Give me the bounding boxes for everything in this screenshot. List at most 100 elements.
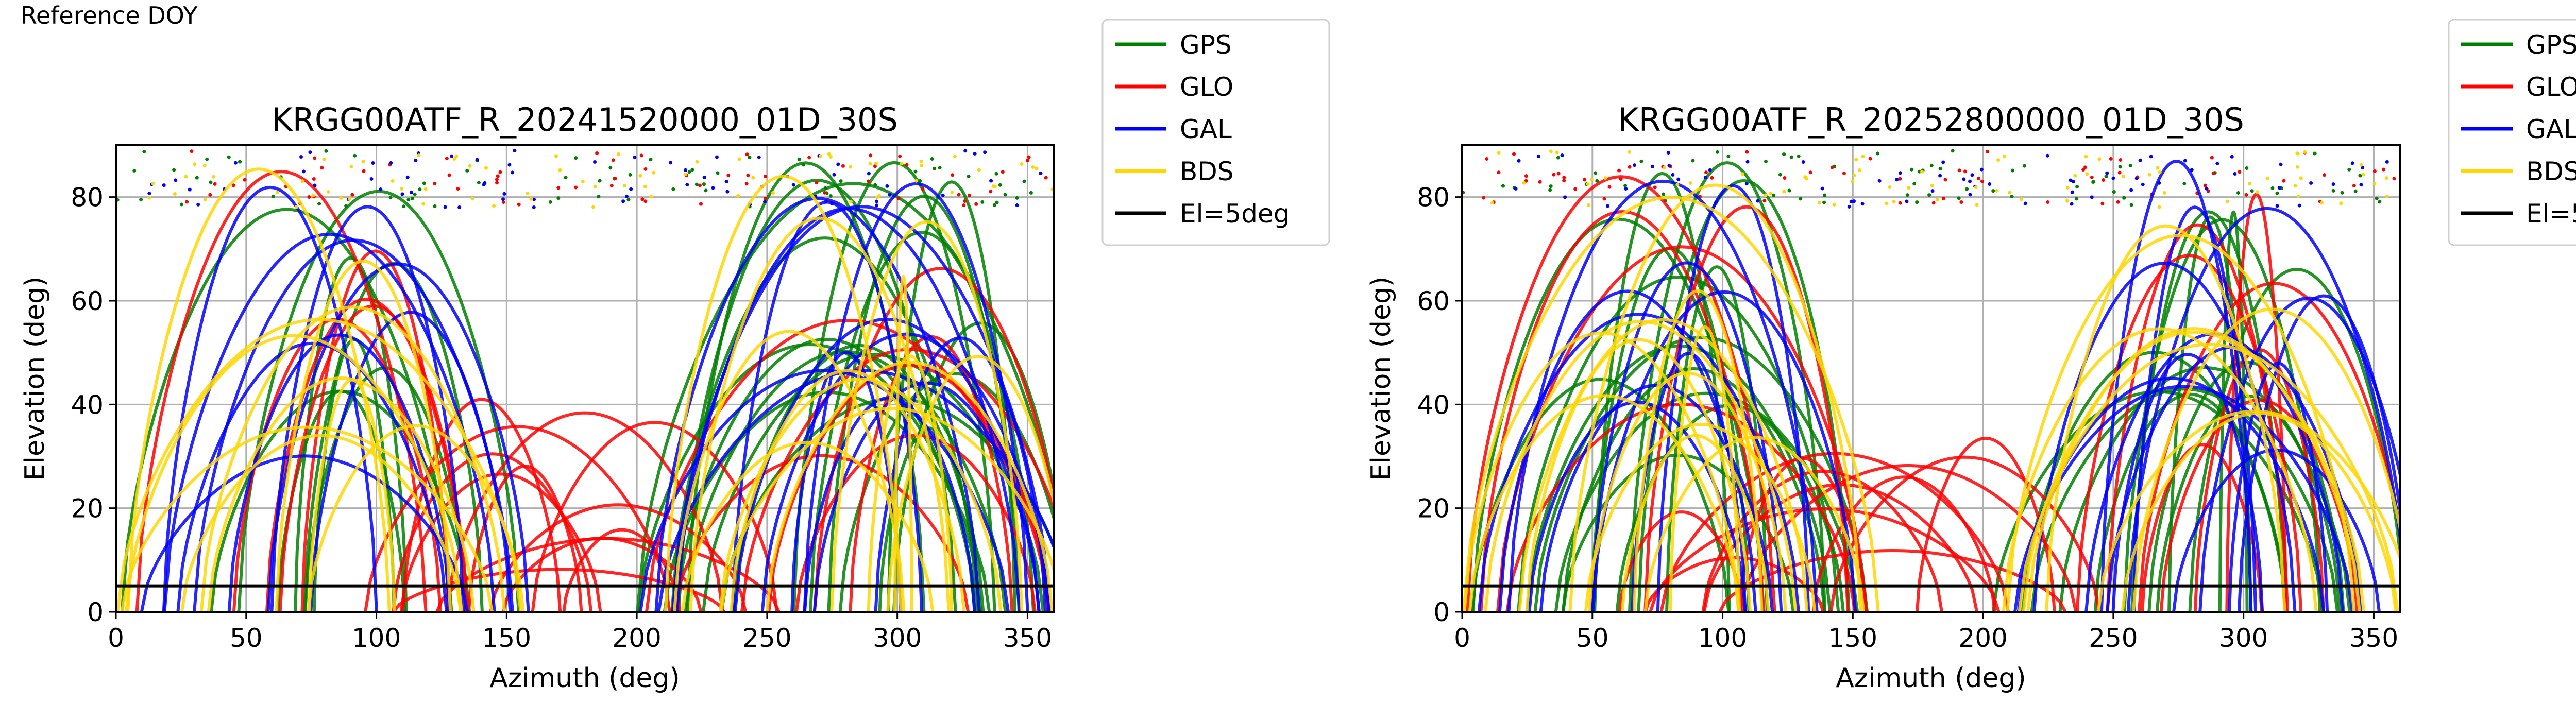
track-dot-gal bbox=[1756, 199, 1760, 203]
track-dot-gal bbox=[629, 187, 633, 191]
track-dot-bds bbox=[529, 197, 533, 201]
track-dot-gal bbox=[1905, 199, 1909, 203]
track-dot-bds bbox=[737, 157, 741, 161]
pass-bds bbox=[1463, 331, 1740, 612]
x-tick-label: 0 bbox=[1454, 623, 1470, 653]
track-dot-bds bbox=[2065, 185, 2070, 190]
track-dot-bds bbox=[1603, 176, 1607, 180]
pass-bds bbox=[664, 175, 903, 612]
track-dot-gps bbox=[209, 180, 213, 184]
track-dot-gps bbox=[205, 157, 209, 161]
track-dot-glo bbox=[320, 166, 324, 170]
track-dot-gal bbox=[832, 173, 836, 177]
track-dot-gps bbox=[694, 182, 699, 186]
track-dot-bds bbox=[771, 191, 775, 195]
x-tick-label: 50 bbox=[230, 623, 263, 653]
legend-label: GLO bbox=[1180, 72, 1233, 102]
track-dot-gal bbox=[1536, 155, 1540, 159]
track-dot-gal bbox=[2070, 202, 2074, 206]
track-dot-gps bbox=[1991, 189, 1995, 193]
track-dot-bds bbox=[2065, 199, 2070, 203]
track-dot-bds bbox=[1035, 166, 1039, 170]
track-dot-glo bbox=[496, 174, 500, 178]
track-dot-gps bbox=[998, 183, 1002, 187]
x-tick-label: 150 bbox=[482, 623, 531, 653]
track-dot-gal bbox=[885, 184, 889, 188]
track-dot-gal bbox=[724, 180, 728, 184]
track-dot-gps bbox=[873, 183, 877, 187]
track-dot-gps bbox=[388, 195, 393, 199]
track-dot-gal bbox=[757, 155, 761, 159]
track-dot-bds bbox=[554, 154, 558, 158]
track-dot-gps bbox=[1787, 188, 1791, 193]
track-dot-gal bbox=[1704, 176, 1708, 180]
track-dot-gal bbox=[532, 197, 536, 201]
track-dot-gps bbox=[477, 181, 481, 185]
track-dot-gal bbox=[888, 193, 892, 197]
axes-frame bbox=[1461, 144, 2401, 613]
track-dot-bds bbox=[1888, 185, 1892, 190]
track-dot-bds bbox=[2265, 176, 2269, 180]
pass-gal bbox=[639, 369, 1010, 612]
pass-bds bbox=[1484, 320, 1798, 612]
track-dot-gps bbox=[839, 179, 843, 183]
track-dot-gps bbox=[574, 156, 578, 160]
track-dot-glo bbox=[1653, 185, 1657, 190]
track-dot-gal bbox=[1801, 160, 1805, 164]
track-dot-bds bbox=[211, 175, 215, 179]
pass-gps bbox=[702, 353, 1045, 612]
reference-doy-label: Reference DOY bbox=[21, 2, 198, 29]
track-dot-glo bbox=[1762, 199, 1767, 203]
track-dot-bds bbox=[184, 175, 188, 179]
track-dot-bds bbox=[1764, 193, 1768, 197]
track-dot-gal bbox=[369, 177, 374, 181]
x-tick-label: 300 bbox=[873, 623, 922, 653]
x-tick-label: 50 bbox=[1576, 623, 1609, 653]
track-dot-gps bbox=[2023, 164, 2027, 168]
track-dot-glo bbox=[951, 173, 955, 177]
track-dot-glo bbox=[905, 163, 909, 167]
track-dot-gal bbox=[2309, 181, 2313, 185]
track-dot-glo bbox=[1497, 170, 1501, 175]
track-dot-gps bbox=[1691, 159, 1695, 163]
track-dot-gps bbox=[1548, 188, 1552, 192]
track-dot-bds bbox=[920, 164, 924, 168]
pass-bds bbox=[719, 406, 1054, 612]
track-dot-glo bbox=[1562, 176, 1566, 180]
track-dot-gal bbox=[669, 161, 673, 165]
track-dot-bds bbox=[953, 155, 957, 159]
track-dot-gps bbox=[1029, 191, 1033, 195]
track-dot-gal bbox=[1968, 193, 1972, 197]
track-dot-bds bbox=[2073, 174, 2077, 178]
pass-gal bbox=[163, 232, 496, 612]
track-dot-bds bbox=[468, 164, 472, 168]
track-dot-glo bbox=[208, 193, 212, 197]
track-dot-bds bbox=[454, 154, 459, 158]
track-dot-gal bbox=[1015, 203, 1019, 207]
track-dot-bds bbox=[361, 160, 365, 164]
x-tick-label: 300 bbox=[2219, 623, 2268, 653]
track-dot-glo bbox=[2211, 171, 2215, 175]
track-dot-glo bbox=[1898, 177, 1902, 181]
track-dot-bds bbox=[914, 179, 919, 183]
track-dot-gal bbox=[2090, 195, 2094, 199]
track-dot-glo bbox=[312, 177, 316, 181]
track-dot-bds bbox=[2360, 163, 2364, 167]
track-dot-gps bbox=[1764, 160, 1768, 164]
track-dot-gps bbox=[1662, 192, 1666, 196]
track-dot-bds bbox=[203, 197, 207, 201]
track-dot-gps bbox=[1965, 187, 1969, 191]
track-dot-glo bbox=[243, 178, 247, 182]
track-dot-gal bbox=[400, 192, 404, 196]
pass-glo bbox=[1811, 475, 1996, 612]
track-dot-gal bbox=[313, 183, 317, 187]
track-dot-bds bbox=[193, 162, 197, 166]
track-dot-glo bbox=[1619, 177, 1623, 181]
track-dot-bds bbox=[2361, 173, 2365, 177]
track-dot-bds bbox=[1935, 197, 1939, 201]
track-dot-bds bbox=[849, 199, 853, 203]
track-dot-gal bbox=[684, 168, 688, 172]
track-dot-gal bbox=[830, 202, 834, 206]
pass-gal bbox=[1631, 352, 1747, 612]
x-tick-label: 200 bbox=[1958, 623, 2007, 653]
